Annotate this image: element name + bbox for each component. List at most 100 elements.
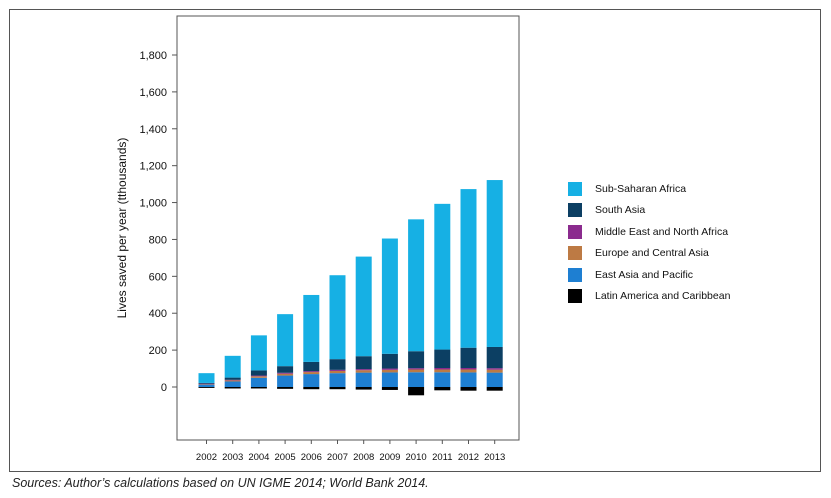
- source-note: Sources: Author’s calculations based on …: [12, 476, 429, 490]
- y-axis-title: Lives saved per year (tthousands): [115, 138, 129, 319]
- bar-segment-2013-south-asia: [486, 346, 503, 369]
- bar-segment-2011-latin-america-and-caribbean: [434, 387, 451, 391]
- bar-segment-2009-south-asia: [381, 353, 398, 369]
- legend-label: Latin America and Caribbean: [595, 290, 731, 303]
- bar-segment-2007-south-asia: [329, 359, 346, 370]
- bar-segment-2003-east-asia-and-pacific: [224, 381, 241, 387]
- legend-item: Sub-Saharan Africa: [568, 178, 730, 200]
- y-tick-label: 200: [149, 345, 167, 357]
- plot-area-border: [176, 15, 520, 441]
- legend-swatch: [568, 224, 582, 239]
- bar-segment-2003-sub-saharan-africa: [224, 355, 241, 378]
- bar-segment-2007-europe-and-central-asia: [329, 370, 346, 374]
- y-tick-label: 0: [161, 382, 167, 394]
- legend-item: Middle East and North Africa: [568, 221, 730, 243]
- y-tick-label: 1,000: [139, 198, 167, 210]
- bar-segment-2009-middle-east-and-north-africa: [381, 368, 398, 370]
- bar-segment-2010-middle-east-and-north-africa: [408, 368, 425, 370]
- y-tick-label: 1,400: [139, 124, 167, 136]
- legend-swatch: [568, 203, 582, 218]
- bar-segment-2006-latin-america-and-caribbean: [303, 387, 320, 390]
- legend-swatch: [568, 246, 582, 261]
- bar-segment-2013-europe-and-central-asia: [486, 369, 503, 373]
- legend-swatch: [568, 267, 582, 282]
- x-tick-label: 2010: [406, 452, 427, 463]
- bar-segment-2013-middle-east-and-north-africa: [486, 368, 503, 370]
- bar-segment-2013-east-asia-and-pacific: [486, 372, 503, 387]
- bar-segment-2010-latin-america-and-caribbean: [408, 387, 425, 396]
- bar-segment-2002-latin-america-and-caribbean: [198, 387, 215, 388]
- legend-label: Middle East and North Africa: [595, 225, 729, 238]
- bar-series-group: [198, 180, 503, 396]
- legend-swatch: [568, 181, 582, 196]
- bar-segment-2009-europe-and-central-asia: [381, 369, 398, 373]
- x-tick-label: 2009: [379, 452, 400, 463]
- bar-segment-2012-sub-saharan-africa: [460, 189, 477, 348]
- bar-segment-2007-latin-america-and-caribbean: [329, 387, 346, 390]
- bar-segment-2011-europe-and-central-asia: [434, 369, 451, 373]
- bar-segment-2011-middle-east-and-north-africa: [434, 368, 451, 370]
- y-axis: 0 200 400 600 800 1,000 1,200 1,400 1,600 1,800: [139, 50, 177, 394]
- bar-segment-2003-middle-east-and-north-africa: [224, 379, 241, 381]
- bar-segment-2002-sub-saharan-africa: [198, 373, 215, 383]
- y-tick-label: 1,800: [139, 50, 167, 62]
- bar-segment-2008-east-asia-and-pacific: [355, 372, 372, 387]
- bar-segment-2007-middle-east-and-north-africa: [329, 369, 346, 371]
- bar-segment-2002-south-asia: [198, 382, 215, 384]
- legend-label: Sub-Saharan Africa: [595, 182, 687, 195]
- bar-segment-2009-sub-saharan-africa: [381, 238, 398, 354]
- bar-segment-2012-east-asia-and-pacific: [460, 372, 477, 387]
- bar-segment-2005-latin-america-and-caribbean: [277, 387, 294, 389]
- bar-segment-2007-east-asia-and-pacific: [329, 373, 346, 387]
- bar-segment-2005-east-asia-and-pacific: [277, 375, 294, 387]
- bar-segment-2008-europe-and-central-asia: [355, 370, 372, 373]
- legend-swatch: [568, 289, 582, 304]
- legend-label: South Asia: [595, 204, 646, 217]
- x-tick-label: 2013: [484, 452, 505, 463]
- y-tick-label: 800: [149, 234, 167, 246]
- x-tick-label: 2012: [458, 452, 479, 463]
- bar-segment-2003-europe-and-central-asia: [224, 380, 241, 382]
- bar-segment-2004-middle-east-and-north-africa: [250, 375, 267, 377]
- bar-segment-2004-east-asia-and-pacific: [250, 377, 267, 387]
- bar-segment-2004-latin-america-and-caribbean: [250, 387, 267, 389]
- bar-segment-2008-latin-america-and-caribbean: [355, 387, 372, 390]
- bar-segment-2013-latin-america-and-caribbean: [486, 387, 503, 391]
- bar-segment-2002-europe-and-central-asia: [198, 384, 215, 385]
- bar-segment-2010-south-asia: [408, 351, 425, 369]
- bar-segment-2013-sub-saharan-africa: [486, 180, 503, 347]
- bar-segment-2010-sub-saharan-africa: [408, 219, 425, 352]
- bar-segment-2006-sub-saharan-africa: [303, 294, 320, 362]
- bar-segment-2002-middle-east-and-north-africa: [198, 383, 215, 385]
- x-tick-label: 2011: [432, 452, 452, 463]
- bar-segment-2012-europe-and-central-asia: [460, 369, 477, 373]
- bar-segment-2010-east-asia-and-pacific: [408, 372, 425, 387]
- bar-segment-2011-east-asia-and-pacific: [434, 372, 451, 387]
- bar-segment-2004-sub-saharan-africa: [250, 335, 267, 371]
- chart-frame: 0 200 400 600 800 1,000 1,200 1,400 1,600 1,800 2…: [9, 9, 821, 472]
- bar-segment-2006-middle-east-and-north-africa: [303, 371, 320, 373]
- x-tick-label: 2006: [301, 452, 322, 463]
- bar-segment-2005-sub-saharan-africa: [277, 314, 294, 367]
- bar-segment-2004-south-asia: [250, 370, 267, 376]
- bar-segment-2009-latin-america-and-caribbean: [381, 387, 398, 390]
- bar-segment-2011-sub-saharan-africa: [434, 203, 451, 350]
- bar-segment-2007-sub-saharan-africa: [329, 275, 346, 360]
- y-tick-label: 1,600: [139, 87, 167, 99]
- legend-item: East Asia and Pacific: [568, 264, 730, 286]
- bar-segment-2005-middle-east-and-north-africa: [277, 372, 294, 374]
- legend-item: South Asia: [568, 200, 730, 222]
- legend: Sub-Saharan Africa South Asia Middle East …: [568, 178, 730, 307]
- bar-segment-2004-europe-and-central-asia: [250, 376, 267, 378]
- legend-item: Latin America and Caribbean: [568, 286, 730, 308]
- bar-segment-2008-south-asia: [355, 356, 372, 370]
- bar-segment-2003-latin-america-and-caribbean: [224, 387, 241, 389]
- x-tick-label: 2003: [222, 452, 243, 463]
- bar-segment-2008-middle-east-and-north-africa: [355, 369, 372, 371]
- bar-segment-2005-europe-and-central-asia: [277, 373, 294, 376]
- bar-segment-2012-latin-america-and-caribbean: [460, 387, 477, 391]
- bar-segment-2011-south-asia: [434, 349, 451, 369]
- bar-segment-2008-sub-saharan-africa: [355, 256, 372, 357]
- legend-label: Europe and Central Asia: [595, 247, 709, 260]
- x-tick-label: 2004: [248, 452, 269, 463]
